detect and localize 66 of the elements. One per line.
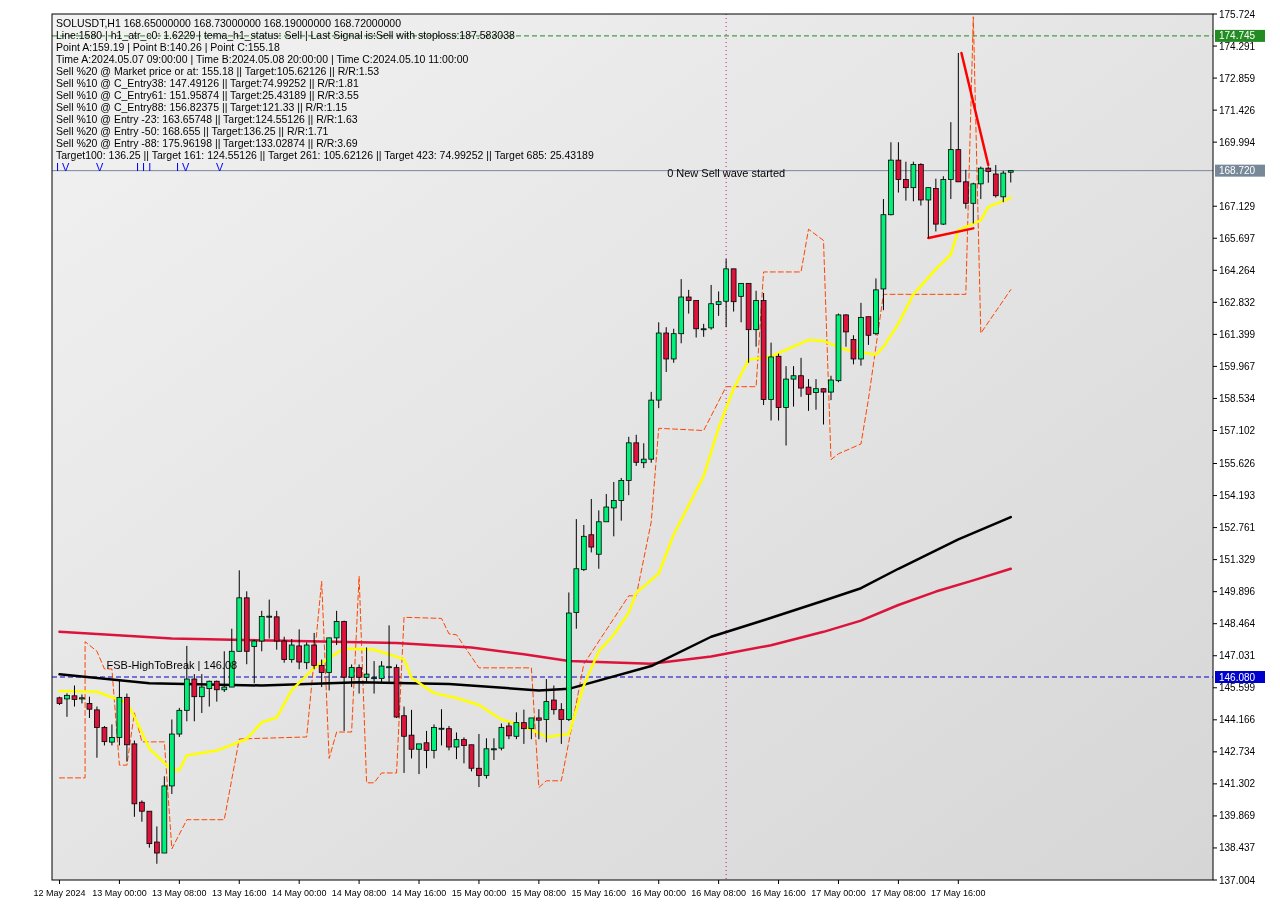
y-tick-label: 151.329: [1219, 554, 1256, 566]
annotation: Point A:159.19 | Point B:140.26 | Point C:155.18: [56, 41, 280, 53]
y-tick-label: 167.129: [1219, 200, 1256, 212]
x-tick-label: 17 May 16:00: [931, 888, 986, 898]
annotation: Target100: 136.25 || Target 161: 124.55126 || Target 261: 105.62126 || Target 423: 74.99252 || Target 685: 25.43189: [56, 149, 594, 161]
x-tick-label: 12 May 2024: [33, 888, 86, 898]
y-tick-label: 152.761: [1219, 522, 1256, 534]
y-tick-label: 145.599: [1219, 682, 1256, 694]
x-tick-label: 16 May 16:00: [751, 888, 806, 898]
chart-title: SOLUSDT,H1 168.65000000 168.73000000 168.19000000 168.72000000: [56, 17, 402, 29]
annotation: I V: [176, 161, 191, 173]
y-tick-label: 141.302: [1219, 778, 1256, 790]
ref-line-label: 168.720: [1219, 165, 1256, 177]
y-tick-label: 144.166: [1219, 714, 1256, 726]
y-tick-label: 157.102: [1219, 424, 1256, 436]
y-tick-label: 161.399: [1219, 328, 1256, 340]
y-tick-label: 174.291: [1219, 40, 1256, 52]
x-tick-label: 14 May 08:00: [331, 888, 387, 898]
annotation: Sell %10 @ C_Entry61: 151.95874 || Target:25.43189 || R/R:3.55: [56, 89, 359, 101]
annotation: Sell %20 @ Entry -88: 175.96198 || Target:133.02874 || R/R:3.69: [56, 137, 358, 149]
x-tick-label: 15 May 16:00: [571, 888, 627, 898]
x-tick-label: 14 May 00:00: [271, 888, 327, 898]
annotation: I V: [56, 161, 71, 173]
y-tick-label: 139.869: [1219, 810, 1256, 822]
y-tick-label: 142.734: [1219, 746, 1256, 758]
annotation: Sell %10 @ Entry -23: 163.65748 || Target:124.55126 || R/R:1.63: [56, 113, 358, 125]
y-tick-label: 138.437: [1219, 842, 1256, 854]
x-tick-label: 15 May 00:00: [451, 888, 507, 898]
y-tick-label: 159.967: [1219, 360, 1256, 372]
annotation: I I I: [136, 161, 152, 173]
y-tick-label: 147.031: [1219, 650, 1256, 662]
y-tick-label: 162.832: [1219, 296, 1256, 308]
annotation: Sell %10 @ C_Entry38: 147.49126 || Target:74.99252 || R/R:1.81: [56, 77, 359, 89]
annotation: 0 New Sell wave started: [667, 166, 786, 179]
x-tick-label: 15 May 08:00: [511, 888, 567, 898]
y-tick-label: 154.193: [1219, 490, 1256, 502]
x-tick-label: 13 May 08:00: [152, 888, 207, 898]
x-tick-label: 14 May 16:00: [391, 888, 447, 898]
x-tick-label: 13 May 16:00: [211, 888, 267, 898]
annotation: Sell %20 @ Entry -50: 168.655 || Target:136.25 || R/R:1.71: [56, 125, 329, 137]
annotation: Sell %10 @ C_Entry88: 156.82375 || Target:121.33 || R/R:1.15: [56, 101, 348, 113]
annotation: Line:1580 | h1_atr_c0: 1.6229 | tema_h1_status: Sell | Last Signal is:Sell with stoploss:187.583038: [56, 29, 515, 41]
y-tick-label: 137.004: [1219, 874, 1256, 886]
ref-line-label: 146.080: [1219, 671, 1256, 683]
y-tick-label: 172.859: [1219, 72, 1256, 84]
annotation: V: [96, 161, 104, 173]
x-tick-label: 17 May 08:00: [871, 888, 926, 898]
x-tick-label: 16 May 00:00: [631, 888, 686, 898]
y-tick-label: 165.697: [1219, 232, 1256, 244]
y-tick-label: 148.464: [1219, 618, 1256, 630]
line-series: [58, 196, 1013, 772]
x-tick-label: 16 May 08:00: [691, 888, 746, 898]
y-tick-label: 164.264: [1219, 264, 1256, 276]
annotation: Sell %20 @ Market price or at: 155.18 || Target:105.62126 || R/R:1.53: [56, 65, 380, 77]
y-tick-label: 175.724: [1219, 8, 1256, 20]
annotation: Time A:2024.05.07 09:00:00 | Time B:2024.05.08 20:00:00 | Time C:2024.05.10 11:00:00: [56, 53, 469, 65]
y-tick-label: 149.896: [1219, 586, 1256, 598]
y-tick-label: 158.534: [1219, 392, 1256, 404]
y-tick-label: 155.626: [1219, 458, 1256, 470]
line-series: [58, 16, 1012, 850]
y-tick-label: 169.994: [1219, 136, 1256, 148]
ref-line-label: 174.745: [1219, 30, 1256, 42]
x-tick-label: 13 May 00:00: [92, 888, 147, 898]
annotation: V: [216, 161, 224, 173]
x-tick-label: 17 May 00:00: [811, 888, 866, 898]
y-tick-label: 171.426: [1219, 104, 1256, 116]
